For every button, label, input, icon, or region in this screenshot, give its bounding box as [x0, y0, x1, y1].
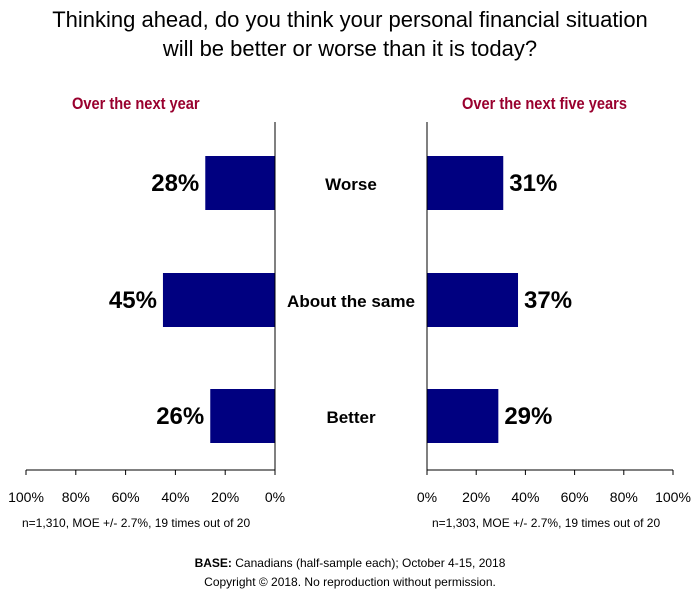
left-bar-2: [210, 389, 275, 443]
right-bar-0: [427, 156, 504, 210]
right-value-label-0: 31%: [509, 170, 557, 197]
base-label: BASE:: [194, 556, 232, 570]
right-tick-label-4: 80%: [610, 489, 638, 505]
left-tick-label-2: 60%: [112, 489, 140, 505]
left-tick-label-4: 20%: [211, 489, 239, 505]
left-tick-label-0: 100%: [8, 489, 44, 505]
category-label-2: Better: [326, 408, 376, 427]
base-text: Canadians (half-sample each); October 4-…: [231, 556, 506, 570]
right-panel-title: Over the next five years: [462, 94, 627, 113]
copyright-note: Copyright © 2018. No reproduction withou…: [204, 575, 496, 589]
chart-title-line2: will be better or worse than it is today…: [162, 36, 538, 61]
left-tick-label-1: 80%: [62, 489, 90, 505]
right-value-label-2: 29%: [504, 403, 552, 430]
right-tick-label-3: 60%: [561, 489, 589, 505]
left-bar-1: [162, 273, 275, 327]
category-label-0: Worse: [325, 175, 377, 194]
right-bar-2: [427, 389, 499, 443]
left-value-label-1: 45%: [109, 287, 157, 314]
right-tick-label-1: 20%: [462, 489, 490, 505]
left-bar-0: [205, 156, 275, 210]
right-tick-label-2: 40%: [511, 489, 539, 505]
left-tick-label-3: 40%: [161, 489, 189, 505]
right-tick-label-5: 100%: [655, 489, 691, 505]
right-bar-1: [427, 273, 519, 327]
left-value-label-0: 28%: [151, 170, 199, 197]
right-sample-note: n=1,303, MOE +/- 2.7%, 19 times out of 2…: [432, 516, 661, 530]
category-label-1: About the same: [287, 292, 415, 311]
left-tick-label-5: 0%: [265, 489, 285, 505]
right-value-label-1: 37%: [524, 287, 572, 314]
left-sample-note: n=1,310, MOE +/- 2.7%, 19 times out of 2…: [22, 516, 251, 530]
chart-title-line1: Thinking ahead, do you think your person…: [52, 7, 648, 32]
base-note: BASE: Canadians (half-sample each); Octo…: [0, 556, 700, 570]
right-tick-label-0: 0%: [417, 489, 437, 505]
left-panel-title: Over the next year: [72, 94, 200, 113]
left-value-label-2: 26%: [156, 403, 204, 430]
